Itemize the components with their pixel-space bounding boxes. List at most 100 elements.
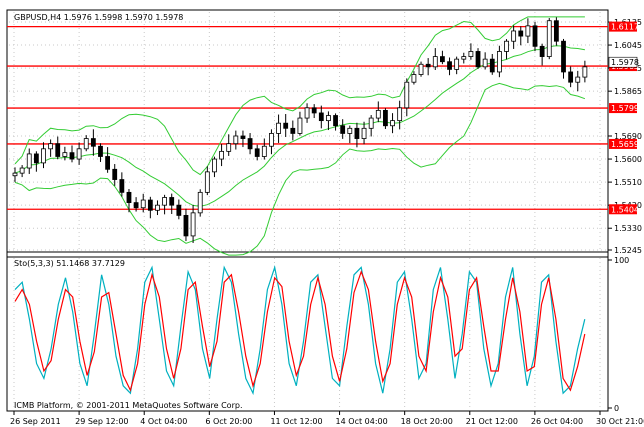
candle-body xyxy=(240,135,246,139)
stochastic-series xyxy=(14,265,586,396)
chart-border xyxy=(6,9,609,412)
candle-body xyxy=(247,138,253,150)
symbol-header: GBPUSD,H4 1.5976 1.5998 1.5970 1.5978 xyxy=(14,13,183,22)
candle-body xyxy=(304,107,310,119)
candle-body xyxy=(425,63,431,68)
candle-body xyxy=(568,71,574,83)
candle-body xyxy=(212,158,217,173)
candle-body xyxy=(162,197,167,206)
candle-body xyxy=(411,74,417,83)
candle-body xyxy=(261,145,267,157)
time-tick-label: 26 Oct 04:00 xyxy=(531,417,583,426)
candle-body xyxy=(190,212,196,237)
candlestick-series xyxy=(12,17,588,243)
time-tick-label: 14 Oct 04:00 xyxy=(336,417,388,426)
time-axis: 26 Sep 2011 29 Sep 12:00 4 Oct 04:00 6 Oct … xyxy=(10,411,644,426)
indicator-header: Sto(5,3,3) 51.1468 37.7129 xyxy=(14,259,125,268)
candle-body xyxy=(12,172,18,177)
candle-body xyxy=(226,143,232,152)
candle-body xyxy=(546,20,552,57)
candle-body xyxy=(283,122,289,129)
candle-body xyxy=(55,143,61,157)
candle-body xyxy=(553,20,559,42)
candle-body xyxy=(368,117,374,129)
candle-body xyxy=(440,56,445,63)
candle-body xyxy=(454,58,460,70)
current-price-badge xyxy=(608,56,638,68)
time-tick-label: 30 Oct 21:00 xyxy=(596,417,644,426)
candle-body xyxy=(276,122,281,134)
indicator-tick-label: 100 xyxy=(614,256,629,265)
candle-body xyxy=(361,127,367,139)
price-grid xyxy=(9,12,606,251)
candle-body xyxy=(147,199,153,211)
candle-body xyxy=(333,115,338,127)
copyright-text: ICMB Platform, © 2001-2011 MetaQuotes So… xyxy=(14,401,243,410)
time-tick-label: 26 Sep 2011 xyxy=(10,417,61,426)
indicator-axis: 100 0 xyxy=(608,256,629,413)
price-tick-label: 1.5510 xyxy=(614,178,642,187)
candle-body xyxy=(290,127,296,134)
candle-body xyxy=(254,148,260,157)
candle-body xyxy=(119,179,125,193)
candle-body xyxy=(390,120,395,127)
stoch-main-line xyxy=(14,265,586,396)
candle-body xyxy=(140,199,146,209)
price-tick-label: 1.5690 xyxy=(614,132,642,141)
level-badge-label: 1.5404 xyxy=(611,205,639,214)
candle-body xyxy=(183,215,189,237)
price-tick-label: 1.5330 xyxy=(614,224,642,233)
candle-body xyxy=(347,127,353,134)
candle-body xyxy=(233,135,239,145)
price-tick-label: 1.5600 xyxy=(614,155,642,164)
candle-body xyxy=(468,51,474,57)
candle-body xyxy=(404,81,410,109)
level-badge xyxy=(609,103,637,114)
candle-body xyxy=(511,30,517,42)
candle-body xyxy=(133,202,139,209)
level-badge-label: 1.5799 xyxy=(611,104,639,113)
price-tick-label: 1.5245 xyxy=(614,246,642,255)
candle-body xyxy=(575,76,581,83)
level-badge xyxy=(609,204,637,215)
candle-body xyxy=(518,30,524,37)
time-tick-label: 21 Oct 12:00 xyxy=(466,417,518,426)
candle-body xyxy=(532,25,538,47)
current-price-label: 1.5978 xyxy=(611,58,639,67)
level-badge xyxy=(609,138,637,149)
candle-body xyxy=(432,56,438,68)
level-badge xyxy=(609,21,637,32)
candle-body xyxy=(383,109,388,127)
candle-body xyxy=(169,197,175,206)
candle-body xyxy=(41,148,46,164)
panel-separator xyxy=(6,251,609,258)
candle-body xyxy=(98,145,103,157)
time-tick-label: 11 Oct 12:00 xyxy=(270,417,322,426)
price-tick-label: 1.5865 xyxy=(614,87,642,96)
time-tick-label: 29 Sep 12:00 xyxy=(75,417,128,426)
price-axis: 1.61351.60451.59551.58651.56901.56001.55… xyxy=(608,18,642,255)
candle-body xyxy=(176,204,182,216)
candle-body xyxy=(375,109,381,119)
candle-body xyxy=(340,125,346,134)
candle-body xyxy=(539,45,545,57)
candle-body xyxy=(219,150,224,160)
candle-body xyxy=(48,143,54,150)
stoch-signal-line xyxy=(14,270,586,392)
candle-body xyxy=(504,40,509,52)
time-tick-label: 18 Oct 20:00 xyxy=(401,417,453,426)
candle-body xyxy=(447,61,452,70)
candle-body xyxy=(326,115,331,122)
candle-body xyxy=(482,58,488,68)
bollinger-lower xyxy=(14,82,586,256)
candle-body xyxy=(525,25,531,37)
candle-body xyxy=(33,153,39,164)
time-tick-label: 4 Oct 04:00 xyxy=(140,417,187,426)
candle-body xyxy=(397,107,403,122)
candle-body xyxy=(76,148,82,160)
candle-body xyxy=(496,51,502,73)
time-tick-label: 6 Oct 20:00 xyxy=(205,417,252,426)
